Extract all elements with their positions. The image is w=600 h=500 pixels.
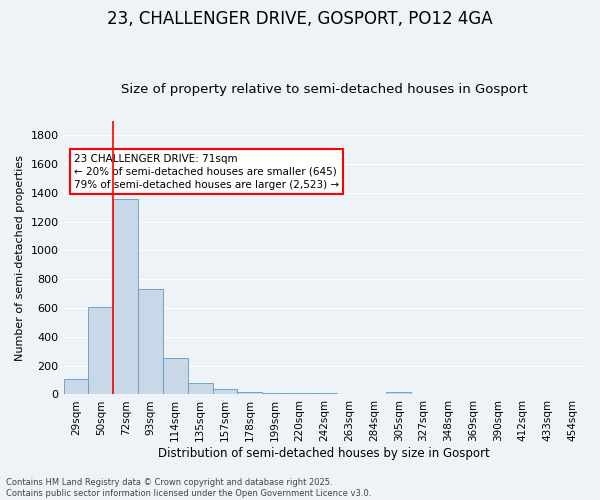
Bar bbox=[188, 383, 212, 394]
Bar bbox=[312, 393, 337, 394]
Bar bbox=[262, 393, 287, 394]
Bar bbox=[163, 358, 188, 394]
Bar bbox=[138, 290, 163, 395]
Bar bbox=[386, 392, 411, 394]
Text: Contains HM Land Registry data © Crown copyright and database right 2025.
Contai: Contains HM Land Registry data © Crown c… bbox=[6, 478, 371, 498]
Text: 23, CHALLENGER DRIVE, GOSPORT, PO12 4GA: 23, CHALLENGER DRIVE, GOSPORT, PO12 4GA bbox=[107, 10, 493, 28]
Bar bbox=[64, 378, 88, 394]
Title: Size of property relative to semi-detached houses in Gosport: Size of property relative to semi-detach… bbox=[121, 83, 527, 96]
Y-axis label: Number of semi-detached properties: Number of semi-detached properties bbox=[15, 154, 25, 360]
Bar bbox=[113, 198, 138, 394]
Text: 23 CHALLENGER DRIVE: 71sqm
← 20% of semi-detached houses are smaller (645)
79% o: 23 CHALLENGER DRIVE: 71sqm ← 20% of semi… bbox=[74, 154, 339, 190]
Bar bbox=[287, 393, 312, 394]
X-axis label: Distribution of semi-detached houses by size in Gosport: Distribution of semi-detached houses by … bbox=[158, 447, 490, 460]
Bar bbox=[212, 390, 238, 394]
Bar bbox=[238, 392, 262, 394]
Bar bbox=[88, 306, 113, 394]
